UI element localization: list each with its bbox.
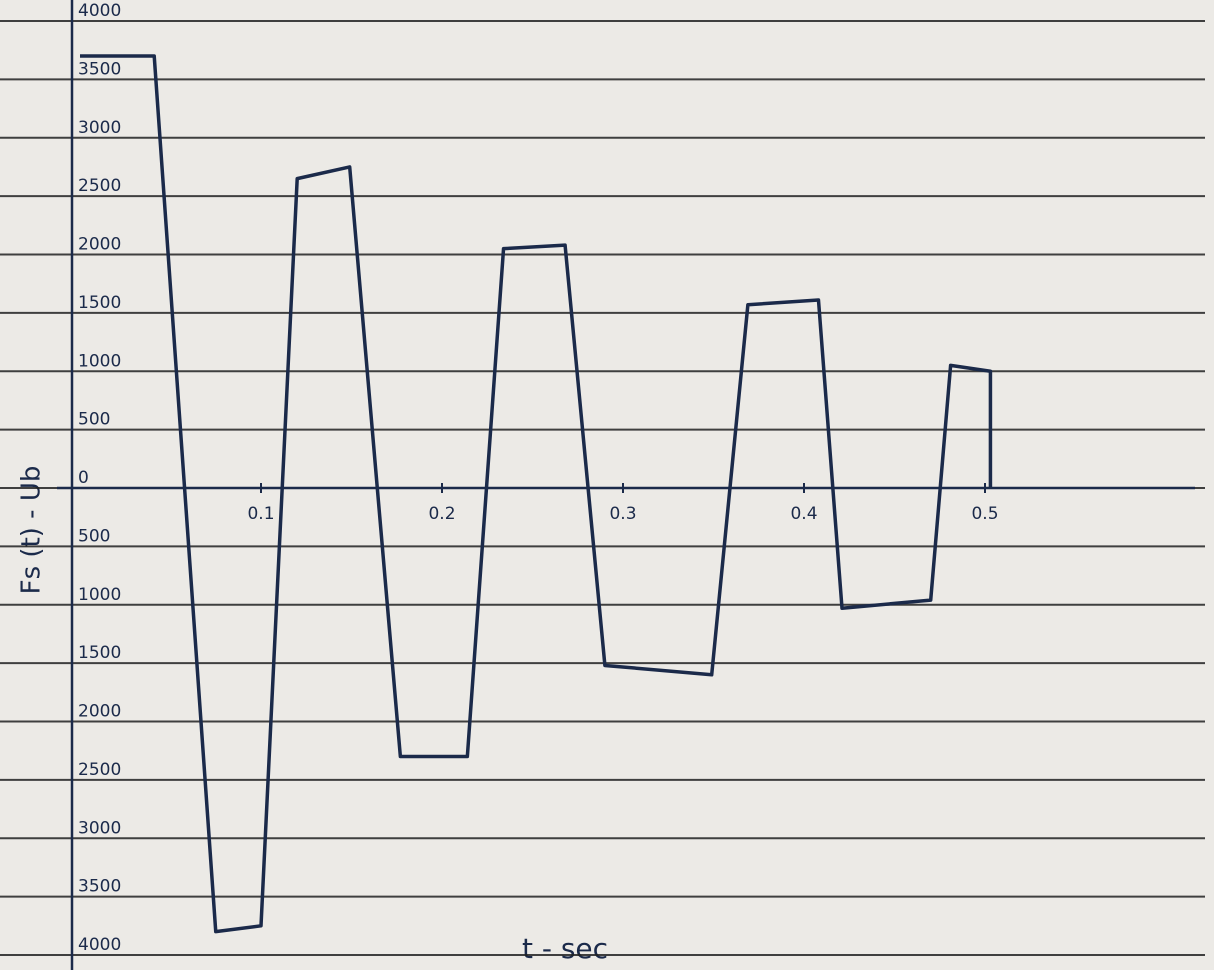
page: Fs (t) - Ub t - sec 4000 3500 3000 2500 2000…: [0, 0, 1214, 970]
y-tick-label: 2000: [78, 702, 121, 722]
x-tick-label: 0.2: [428, 504, 455, 524]
y-tick-label: 3000: [78, 118, 121, 138]
x-tick-label: 0.1: [247, 504, 274, 524]
y-tick-label: 1500: [78, 643, 121, 663]
y-tick-label: 4000: [78, 935, 121, 955]
y-tick-label: 2500: [78, 176, 121, 196]
y-tick-label: 500: [78, 526, 110, 546]
y-tick-label: 3000: [78, 818, 121, 838]
y-tick-label: 1000: [78, 351, 121, 371]
y-tick-label: 3500: [78, 877, 121, 897]
y-tick-label: 2500: [78, 760, 121, 780]
y-tick-label: 500: [78, 410, 110, 430]
y-tick-label: 4000: [78, 1, 121, 21]
y-tick-label: 0: [78, 468, 89, 488]
y-axis-label: Fs (t) - Ub: [17, 466, 47, 595]
y-tick-label: 1500: [78, 293, 121, 313]
paper: [0, 0, 1214, 970]
chart: Fs (t) - Ub t - sec 4000 3500 3000 2500 2000…: [0, 0, 1214, 970]
y-tick-label: 1000: [78, 585, 121, 605]
x-tick-label: 0.3: [609, 504, 636, 524]
y-tick-label: 3500: [78, 59, 121, 79]
x-axis-label: t - sec: [522, 932, 608, 965]
x-tick-label: 0.4: [790, 504, 817, 524]
y-tick-label: 2000: [78, 235, 121, 255]
x-tick-label: 0.5: [971, 504, 998, 524]
